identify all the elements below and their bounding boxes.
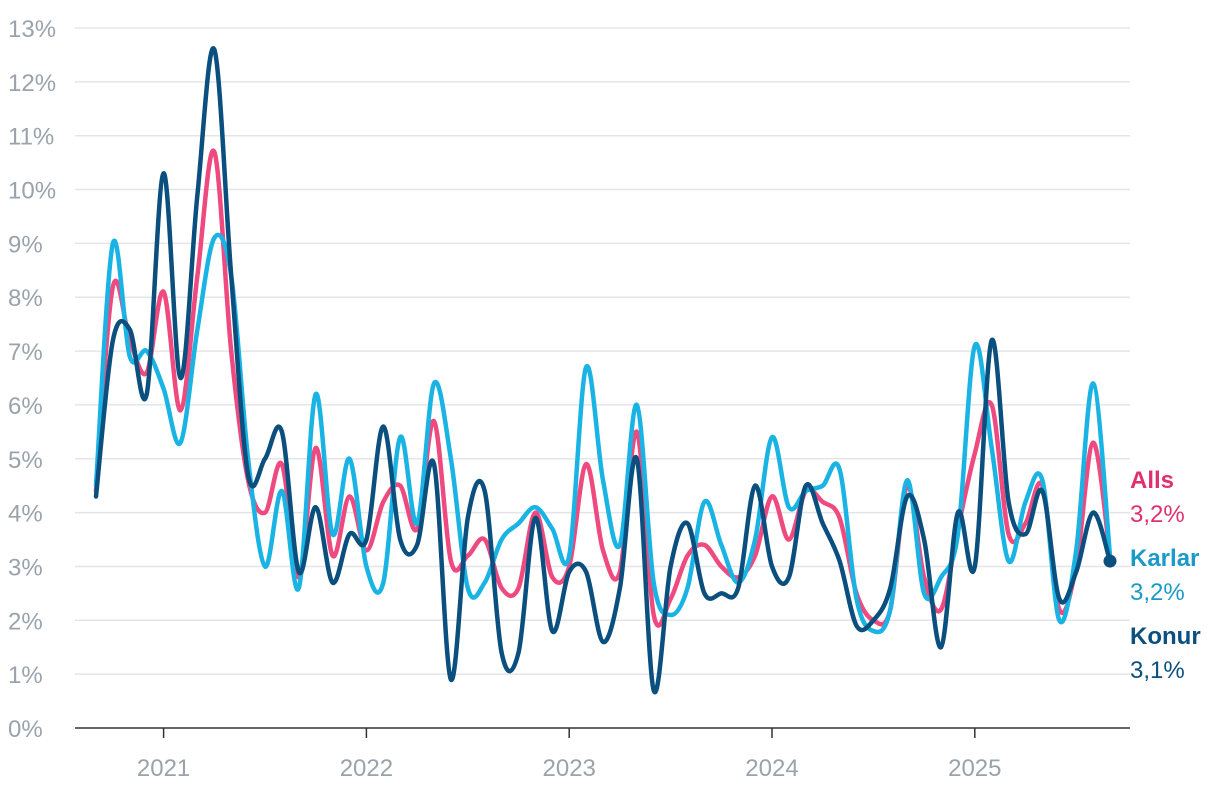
end-label-value: 3,2% [1130, 501, 1185, 528]
end-labels: Alls 3,2% Karlar 3,2% Konur 3,1% [1130, 467, 1201, 684]
series-lines [93, 46, 1117, 695]
y-tick-label: 13% [8, 16, 56, 43]
x-tick-label: 2024 [745, 755, 798, 782]
end-point-marker [1103, 554, 1117, 568]
y-tick-label: 8% [8, 285, 43, 312]
x-axis-ticks: 2021 2022 2023 2024 2025 [137, 728, 1001, 782]
x-tick-label: 2021 [137, 755, 190, 782]
y-tick-label: 12% [8, 70, 56, 97]
series-line-alls [93, 148, 1113, 628]
y-tick-label: 2% [8, 608, 43, 635]
x-tick-label: 2025 [948, 755, 1001, 782]
y-tick-label: 11% [8, 124, 54, 151]
x-tick-label: 2023 [543, 755, 596, 782]
y-tick-label: 5% [8, 447, 43, 474]
end-label-value: 3,2% [1130, 579, 1185, 606]
y-tick-label: 3% [8, 554, 43, 581]
y-tick-label: 7% [8, 339, 43, 366]
x-tick-label: 2022 [340, 755, 393, 782]
series-line-konur [93, 46, 1113, 695]
y-tick-label: 4% [8, 501, 43, 528]
end-label-name: Alls [1130, 467, 1174, 494]
y-tick-label: 6% [8, 393, 43, 420]
y-tick-label: 0% [8, 716, 43, 743]
y-tick-label: 9% [8, 231, 43, 258]
y-tick-label: 1% [8, 662, 43, 689]
y-tick-label: 10% [8, 178, 56, 205]
y-axis-ticks: 0% 1% 2% 3% 4% 5% 6% 7% 8% 9% 10% 11% 12% 13% [8, 16, 56, 743]
end-label-value: 3,1% [1130, 657, 1185, 684]
end-label-name: Konur [1130, 623, 1201, 650]
end-label-name: Karlar [1130, 545, 1199, 572]
series-line-karlar [93, 232, 1113, 635]
gridlines [75, 27, 1130, 675]
